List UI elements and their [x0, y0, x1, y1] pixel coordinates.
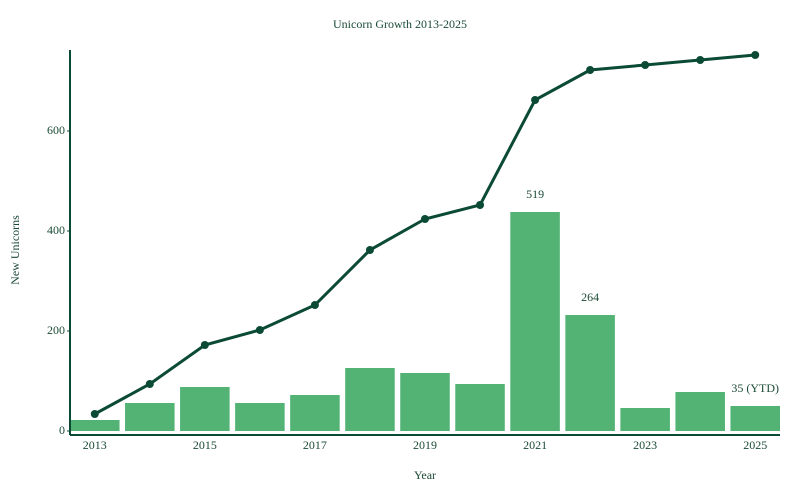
- line-point: [145, 380, 154, 388]
- bar: [400, 373, 450, 431]
- y-tick-label: 200: [47, 323, 65, 337]
- x-tick-label: 2025: [743, 438, 767, 452]
- x-tick-label: 2019: [413, 438, 437, 452]
- line-point: [365, 246, 374, 254]
- y-tick-label: 400: [47, 223, 65, 237]
- line-point: [531, 96, 540, 104]
- y-tick-label: 600: [47, 123, 65, 137]
- line-point: [421, 215, 429, 223]
- annotation: 519: [526, 187, 544, 201]
- chart-title: Unicorn Growth 2013-2025: [333, 17, 467, 31]
- x-axis-label: Year: [414, 468, 436, 482]
- bar: [235, 403, 285, 431]
- line-point: [255, 326, 264, 334]
- y-tick-label: 0: [59, 423, 65, 437]
- bar: [565, 315, 615, 431]
- line-point: [200, 341, 209, 349]
- bar: [345, 368, 395, 431]
- x-tick-label: 2021: [523, 438, 547, 452]
- bar: [510, 212, 560, 431]
- bar: [180, 387, 230, 431]
- annotation: 35 (YTD): [731, 381, 779, 395]
- bar: [455, 384, 505, 431]
- x-tick-label: 2013: [83, 438, 107, 452]
- line-point: [751, 51, 760, 59]
- y-axis-label: New Unicorns: [8, 215, 22, 285]
- line-point: [90, 410, 99, 418]
- line-point: [586, 66, 595, 74]
- x-tick-label: 2017: [303, 438, 327, 452]
- bar: [125, 403, 175, 431]
- annotation: 264: [581, 290, 599, 304]
- line-point: [310, 301, 319, 309]
- bar: [290, 395, 340, 431]
- bar: [70, 420, 120, 431]
- bar: [730, 406, 780, 431]
- x-tick-label: 2023: [633, 438, 657, 452]
- x-tick-label: 2015: [193, 438, 217, 452]
- line-point: [696, 56, 705, 64]
- line-point: [641, 61, 650, 69]
- line: [94, 53, 756, 416]
- line-point: [476, 201, 485, 209]
- bar: [620, 408, 670, 431]
- bar: [675, 392, 725, 431]
